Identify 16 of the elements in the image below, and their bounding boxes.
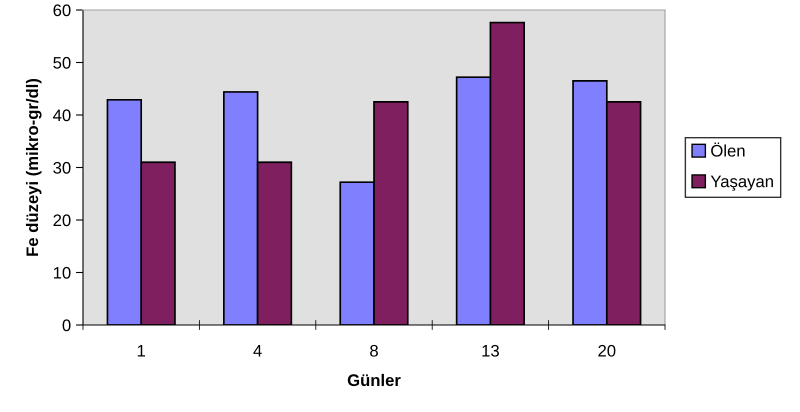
y-tick-label: 20 xyxy=(53,214,71,226)
y-tick-label: 40 xyxy=(53,109,71,122)
x-tick-label: 20 xyxy=(598,344,616,357)
y-tick-label: 30 xyxy=(53,162,71,174)
legend-label: Yaşayan xyxy=(710,176,773,191)
x-tick-label: 13 xyxy=(482,344,499,357)
legend-label: Ölen xyxy=(711,142,744,157)
x-tick-label: 4 xyxy=(253,345,262,357)
x-tick-label: 1 xyxy=(138,345,146,357)
y-tick-label: 0 xyxy=(62,319,71,332)
y-tick-label: 10 xyxy=(54,266,71,279)
y-axis-title: Fe düzeyi (mikro-gr/dl) xyxy=(26,78,42,256)
x-axis-title: Günler xyxy=(348,374,401,386)
x-tick-label: 8 xyxy=(370,344,378,357)
y-tick-label: 60 xyxy=(54,4,71,16)
y-tick-label: 50 xyxy=(53,56,71,69)
